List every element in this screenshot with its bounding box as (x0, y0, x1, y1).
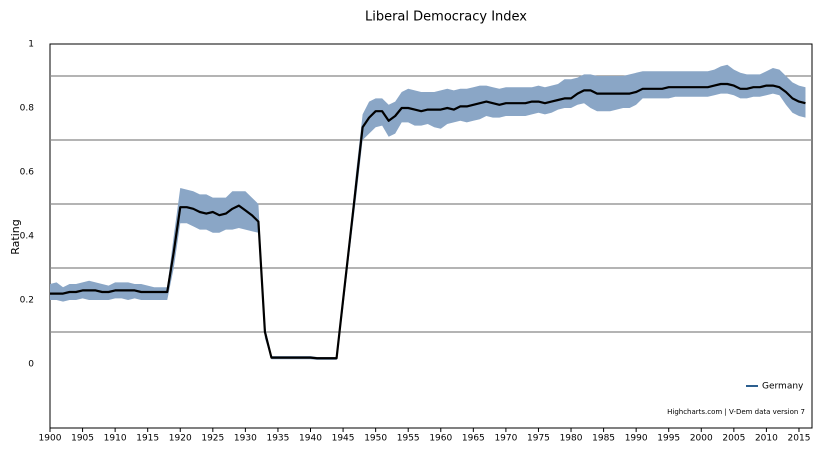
x-tick-label: 1900 (39, 434, 62, 444)
x-tick-label: 1905 (71, 434, 94, 444)
x-tick-label: 1960 (429, 434, 452, 444)
y-tick-label: 0.8 (20, 104, 35, 114)
series-line (50, 82, 806, 360)
y-tick-label: 1 (28, 40, 34, 50)
x-tick-label: 1975 (527, 434, 550, 444)
x-tick-label: 1915 (136, 434, 159, 444)
x-tick-label: 1925 (201, 434, 224, 444)
y-tick-label: 0.4 (20, 232, 35, 242)
legend-label: Germany (762, 382, 804, 392)
plot-frame (49, 43, 813, 429)
x-tick-label: 1965 (462, 434, 485, 444)
y-tick-label: 0 (28, 360, 34, 370)
credits: Highcharts.com | V-Dem data version 7 (667, 408, 805, 416)
x-tick-label: 1935 (266, 434, 289, 444)
x-tick-label: 1985 (592, 434, 615, 444)
x-tick-label: 1930 (234, 434, 257, 444)
x-tick-label: 1910 (104, 434, 127, 444)
y-axis-label: Rating (9, 219, 22, 254)
x-tick-label: 2000 (690, 434, 713, 444)
x-tick-label: 1995 (657, 434, 680, 444)
y-tick-label: 0.6 (20, 168, 35, 178)
x-tick-label: 1970 (494, 434, 517, 444)
x-tick-label: 2005 (722, 434, 745, 444)
x-tick-label: 2010 (755, 434, 778, 444)
x-tick-label: 1945 (332, 434, 355, 444)
x-tick-label: 2015 (788, 434, 811, 444)
x-tick-label: 1920 (169, 434, 192, 444)
x-tick-label: 1940 (299, 434, 322, 444)
chart-title: Liberal Democracy Index (365, 10, 527, 25)
y-tick-label: 0.2 (20, 296, 34, 306)
x-tick-label: 1955 (397, 434, 420, 444)
x-tick-label: 1990 (625, 434, 648, 444)
x-tick-label: 1980 (560, 434, 583, 444)
x-tick-label: 1950 (364, 434, 387, 444)
